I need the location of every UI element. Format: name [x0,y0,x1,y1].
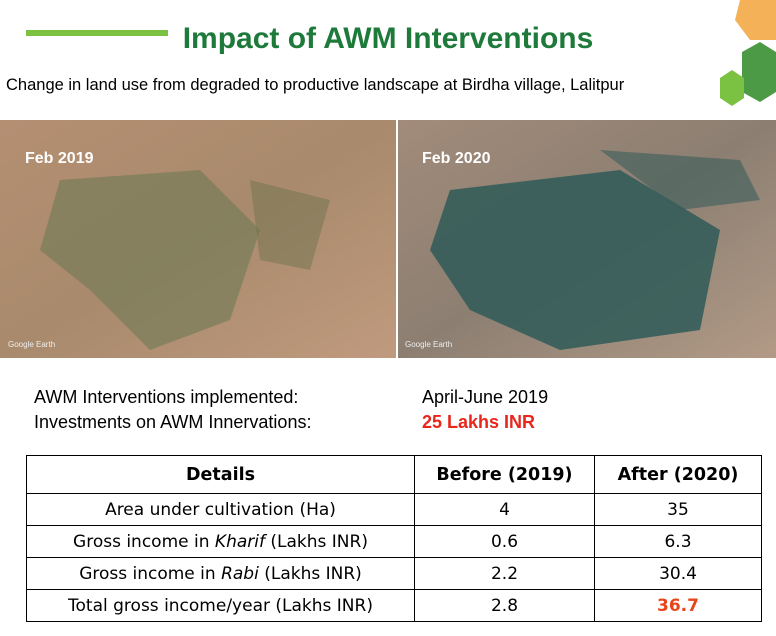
label-part: Gross income in [73,532,215,552]
cell-before: 0.6 [415,526,595,558]
cell-before: 4 [415,494,595,526]
label-part: Gross income in [79,564,221,584]
row-label: Gross income in Rabi (Lakhs INR) [27,558,415,590]
label-part: Kharif [215,532,265,552]
image-label: Feb 2020 [422,150,490,168]
row-label: Total gross income/year (Lakhs INR) [27,590,415,622]
column-header: Details [27,456,415,494]
cell-after: 6.3 [595,526,762,558]
info-label: AWM Interventions implemented: [34,387,298,408]
image-credit: Google Earth [8,340,55,349]
slide: Impact of AWM Interventions Change in la… [0,0,776,636]
info-value: 25 Lakhs INR [422,412,535,433]
cell-after: 36.7 [595,590,762,622]
label-part: Rabi [221,564,259,584]
column-header: Before (2019) [415,456,595,494]
image-label: Feb 2019 [25,150,93,168]
cell-after: 30.4 [595,558,762,590]
satellite-images [0,120,776,358]
image-credit: Google Earth [405,340,452,349]
label-part: (Lakhs INR) [265,532,368,552]
hex-icons [680,0,776,120]
title: Impact of AWM Interventions [0,22,776,56]
info-value: April-June 2019 [422,387,548,408]
label-part: Total gross income/year (Lakhs INR) [68,596,373,616]
column-header: After (2020) [595,456,762,494]
label-part: Area under cultivation (Ha) [105,500,336,520]
row-label: Gross income in Kharif (Lakhs INR) [27,526,415,558]
row-label: Area under cultivation (Ha) [27,494,415,526]
subtitle: Change in land use from degraded to prod… [6,76,624,95]
cell-before: 2.2 [415,558,595,590]
cell-before: 2.8 [415,590,595,622]
label-part: (Lakhs INR) [259,564,362,584]
cell-after: 35 [595,494,762,526]
info-label: Investments on AWM Innervations: [34,412,311,433]
